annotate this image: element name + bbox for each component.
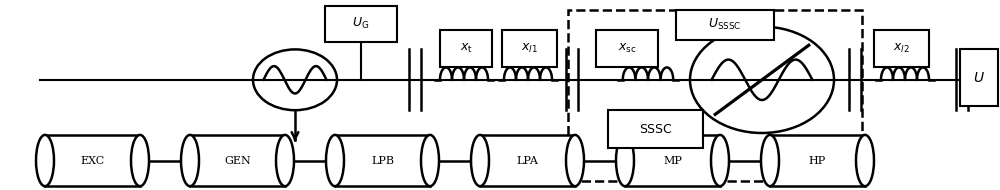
Text: $U_\mathrm{G}$: $U_\mathrm{G}$: [352, 16, 370, 31]
Ellipse shape: [421, 135, 439, 186]
Ellipse shape: [131, 135, 149, 186]
Text: EXC: EXC: [80, 156, 105, 165]
Text: LPA: LPA: [517, 156, 538, 165]
Ellipse shape: [856, 135, 874, 186]
Bar: [676, 10, 774, 40]
Text: $x_\mathrm{sc}$: $x_\mathrm{sc}$: [618, 42, 636, 55]
Bar: [608, 110, 703, 148]
Text: $U$: $U$: [973, 71, 985, 85]
Ellipse shape: [471, 135, 489, 186]
Text: HP: HP: [809, 156, 826, 165]
Text: $\mathrm{SSSC}$: $\mathrm{SSSC}$: [639, 123, 672, 136]
Bar: [440, 30, 492, 66]
Bar: [596, 30, 658, 66]
Bar: [502, 30, 557, 66]
Bar: [874, 30, 929, 66]
Text: $U_\mathrm{SSSC}$: $U_\mathrm{SSSC}$: [708, 17, 742, 32]
Ellipse shape: [36, 135, 54, 186]
Bar: [480, 135, 575, 186]
Bar: [325, 6, 397, 42]
Bar: [45, 135, 140, 186]
Ellipse shape: [276, 135, 294, 186]
Bar: [770, 135, 865, 186]
Bar: [190, 135, 285, 186]
Bar: [625, 135, 720, 186]
Ellipse shape: [761, 135, 779, 186]
Ellipse shape: [566, 135, 584, 186]
Bar: [568, 10, 862, 180]
Text: $x_{l1}$: $x_{l1}$: [521, 42, 538, 55]
Bar: [335, 135, 430, 186]
Ellipse shape: [326, 135, 344, 186]
Text: MP: MP: [663, 156, 682, 165]
Text: GEN: GEN: [224, 156, 251, 165]
Ellipse shape: [711, 135, 729, 186]
Text: $x_\mathrm{t}$: $x_\mathrm{t}$: [460, 42, 472, 55]
Bar: [960, 49, 998, 106]
Ellipse shape: [616, 135, 634, 186]
Text: LPB: LPB: [371, 156, 394, 165]
Ellipse shape: [181, 135, 199, 186]
Text: $x_{l2}$: $x_{l2}$: [893, 42, 910, 55]
